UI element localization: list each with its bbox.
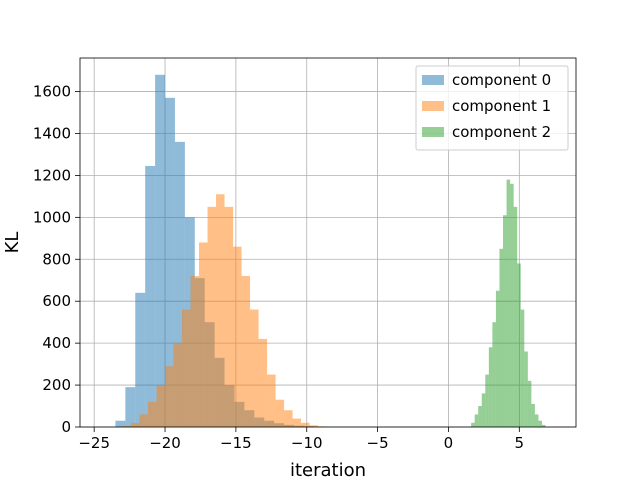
x-tick-label: −25 — [78, 434, 110, 452]
x-tick-label: −20 — [149, 434, 181, 452]
series-2-bars — [471, 179, 546, 427]
legend-label: component 1 — [452, 97, 551, 115]
histogram-bar — [165, 97, 175, 427]
histogram-bar — [513, 206, 518, 427]
histogram-bar — [125, 387, 136, 427]
y-tick-label: 400 — [42, 334, 71, 352]
histogram-bar — [122, 425, 132, 427]
histogram-bar — [531, 403, 535, 427]
histogram-bar — [207, 206, 217, 427]
histogram-bar — [499, 248, 504, 427]
histogram-bar — [131, 422, 140, 427]
histogram-bar — [224, 206, 234, 427]
histogram-bar — [503, 215, 507, 427]
histogram-bar — [174, 141, 185, 427]
y-tick-label: 1600 — [33, 83, 71, 101]
y-tick-label: 200 — [42, 376, 71, 394]
y-tick-label: 800 — [42, 250, 71, 268]
histogram-bar — [156, 385, 166, 427]
legend-label: component 2 — [452, 123, 551, 141]
histogram-bar — [474, 414, 479, 427]
histogram-bar — [495, 290, 500, 427]
histogram-bar — [258, 338, 268, 427]
histogram-bar — [233, 246, 242, 427]
x-tick-label: −5 — [367, 434, 389, 452]
histogram-bar — [250, 309, 259, 427]
y-tick-label: 1400 — [33, 124, 71, 142]
y-axis-label: KL — [2, 232, 23, 254]
histogram-bar — [115, 420, 126, 427]
legend: component 0 component 1 component 2 — [415, 65, 569, 151]
histogram-bar — [309, 425, 319, 427]
y-tick-label: 1200 — [33, 166, 71, 184]
histogram-bar — [520, 309, 525, 427]
histogram-bar — [135, 292, 146, 427]
histogram-bar — [541, 424, 546, 427]
x-tick-label: −10 — [291, 434, 323, 452]
histogram-bar — [173, 343, 183, 427]
histogram-bar — [190, 276, 200, 427]
x-axis-label: iteration — [290, 460, 366, 480]
histogram-bar — [538, 420, 542, 427]
histogram-bar — [301, 422, 310, 427]
legend-box — [415, 65, 569, 151]
histogram-bars — [115, 74, 546, 427]
y-tick-label: 600 — [42, 292, 71, 310]
histogram-bar — [506, 179, 511, 427]
histogram-bar — [182, 309, 191, 427]
x-tick-label: 0 — [444, 434, 454, 452]
histogram-bar — [139, 414, 149, 427]
legend-swatch — [422, 101, 444, 111]
histogram-bar — [145, 165, 156, 427]
histogram-bar — [148, 401, 157, 427]
legend-swatch — [422, 127, 444, 137]
histogram-bar — [471, 422, 475, 427]
plot-frame — [79, 57, 577, 428]
histogram-bar — [517, 263, 521, 427]
legend-label: component 0 — [452, 71, 551, 89]
histogram-bar — [481, 393, 486, 427]
histogram-bar — [524, 351, 528, 427]
y-tick-label: 1000 — [33, 208, 71, 226]
histogram-bar — [488, 347, 493, 427]
x-tick-label: −15 — [220, 434, 252, 452]
histogram-bar — [527, 380, 532, 427]
histogram-bar — [492, 322, 496, 427]
histogram-bar — [275, 399, 285, 427]
histogram-bar — [510, 183, 514, 427]
histogram-bar — [241, 276, 251, 427]
y-tick-label: 0 — [61, 418, 71, 436]
histogram-bar — [485, 374, 489, 427]
x-tick-label: 5 — [515, 434, 525, 452]
histogram-bar — [267, 374, 276, 427]
histogram-bar — [155, 74, 166, 427]
histogram-bar — [165, 366, 174, 427]
series-1-bars — [122, 194, 327, 427]
histogram-bar — [284, 410, 293, 427]
histogram-bar — [534, 414, 539, 427]
histogram-bar — [478, 406, 482, 427]
legend-swatch — [422, 75, 444, 85]
histogram-bar — [199, 242, 208, 427]
axis-ticks: −25 −20 −15 −10 −5 0 5 0 200 400 600 800 1000 1200 140… — [33, 83, 524, 452]
histogram-bar — [292, 418, 302, 427]
histogram-bar — [216, 194, 225, 427]
